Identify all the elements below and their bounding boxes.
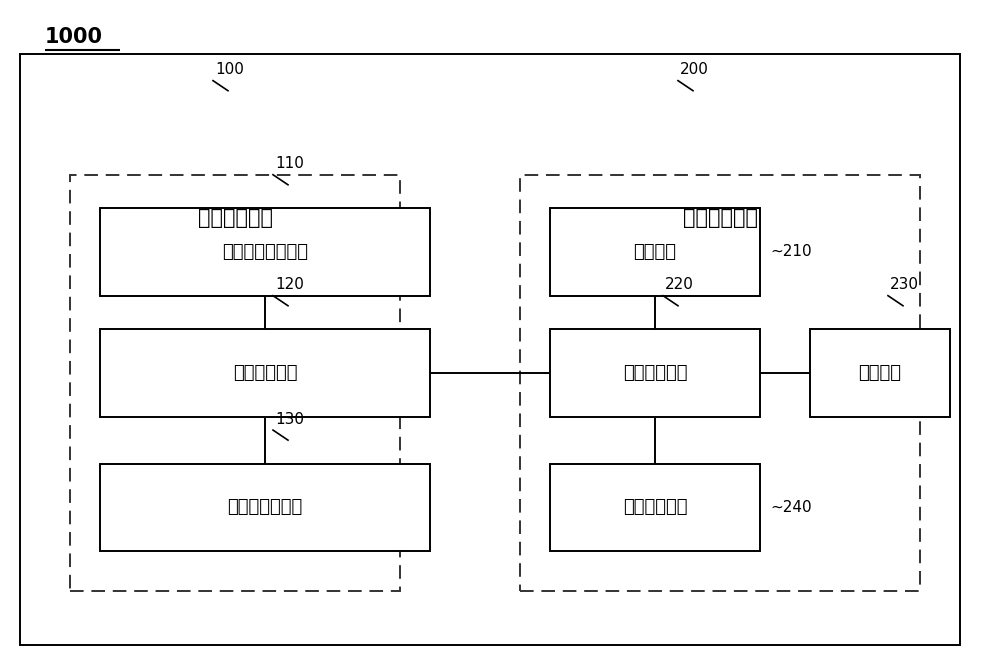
- Text: 给水装置: 给水装置: [634, 243, 676, 261]
- Text: 巡检数据采集装置: 巡检数据采集装置: [222, 243, 308, 261]
- Text: ~240: ~240: [770, 500, 812, 515]
- Text: 1000: 1000: [45, 27, 103, 47]
- Bar: [70, 175, 400, 591]
- Text: 显示和设置装置: 显示和设置装置: [227, 499, 303, 516]
- Bar: [520, 175, 920, 591]
- Text: 消防灭火系统: 消防灭火系统: [682, 208, 758, 228]
- Text: 报警装置: 报警装置: [858, 364, 902, 382]
- Text: 火警感应装置: 火警感应装置: [623, 364, 687, 382]
- Text: 130: 130: [275, 412, 304, 427]
- Bar: [100, 329, 430, 417]
- Text: 消防巡检系统: 消防巡检系统: [198, 208, 272, 228]
- Text: 220: 220: [665, 278, 694, 292]
- Bar: [550, 464, 760, 551]
- Text: 200: 200: [680, 62, 709, 77]
- Text: 灭火联动装置: 灭火联动装置: [623, 499, 687, 516]
- Text: 巡检控制装置: 巡检控制装置: [233, 364, 297, 382]
- Bar: [550, 329, 760, 417]
- Text: ~210: ~210: [770, 245, 812, 259]
- Text: 110: 110: [275, 157, 304, 171]
- Bar: [810, 329, 950, 417]
- Text: 230: 230: [890, 278, 919, 292]
- Bar: [20, 54, 960, 645]
- Text: 120: 120: [275, 278, 304, 292]
- Text: 100: 100: [215, 62, 244, 77]
- Bar: [100, 464, 430, 551]
- Bar: [100, 208, 430, 296]
- Bar: [550, 208, 760, 296]
